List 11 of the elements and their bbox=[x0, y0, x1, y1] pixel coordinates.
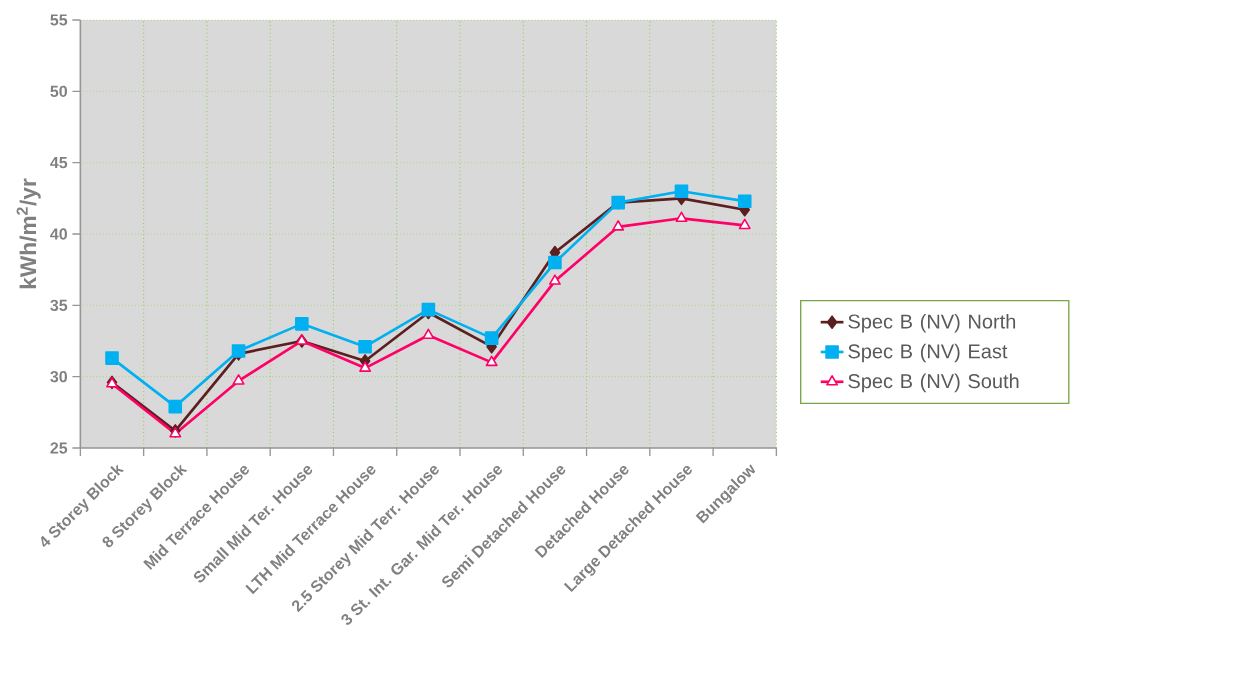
y-tick-label: 25 bbox=[50, 442, 68, 454]
y-tick-label: 40 bbox=[50, 228, 67, 240]
y-tick-label: 35 bbox=[50, 299, 68, 312]
legend-label: Spec B (NV) South bbox=[848, 373, 1019, 393]
legend-label: Spec B (NV) North bbox=[848, 313, 1016, 333]
legend-label: Spec B (NV) East bbox=[848, 343, 1008, 363]
y-tick-label: 45 bbox=[50, 157, 68, 169]
y-tick-label: 30 bbox=[50, 370, 67, 383]
y-tick-label: 50 bbox=[50, 85, 67, 97]
y-tick-label: 55 bbox=[50, 14, 68, 26]
y-axis-title: kWh/m$^{2}$/yr bbox=[16, 178, 41, 289]
